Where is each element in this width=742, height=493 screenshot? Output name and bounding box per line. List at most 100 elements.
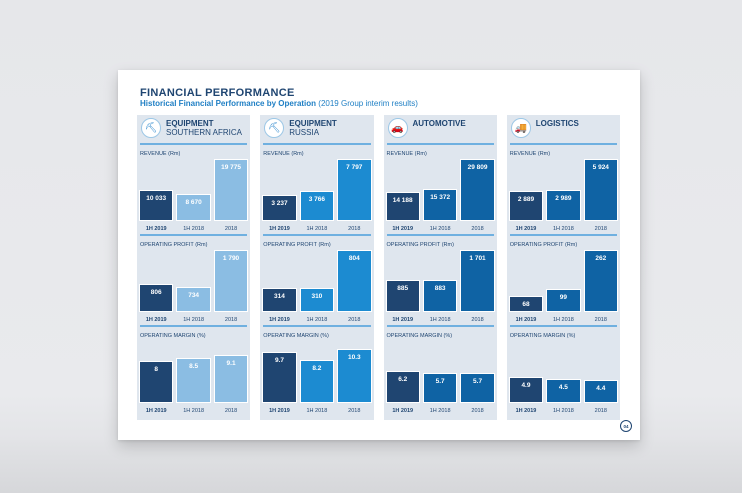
chart-unit: (%) <box>566 333 576 339</box>
bar-group: 806 734 1 790 <box>139 246 249 312</box>
floor <box>0 440 742 493</box>
data-label: 262 <box>595 255 607 262</box>
tick-label: 2018 <box>224 408 238 414</box>
bar: 5.7 <box>422 373 458 403</box>
tick-label: 1H 2019 <box>145 408 167 414</box>
data-label: 99 <box>559 293 567 301</box>
x-axis: 1H 2019 1H 2018 2018 <box>262 226 371 232</box>
chart-title-text: OPERATING PROFIT <box>140 242 194 248</box>
chart-title: OPERATING PROFIT (Rm) <box>510 242 577 248</box>
bar: 8 <box>139 361 174 403</box>
chart-title: OPERATING PROFIT (Rm) <box>387 242 454 248</box>
bar-group: 14 188 15 372 29 809 <box>385 155 495 221</box>
data-label: 314 <box>274 292 285 300</box>
panel-subtitle: SOUTHERN AFRICA <box>166 128 243 137</box>
excavator-icon: ⛏ <box>264 118 285 138</box>
data-label: 4.9 <box>521 382 531 390</box>
bar: 4.5 <box>546 379 581 403</box>
chart-unit: (Rm) <box>168 151 181 157</box>
data-label: 804 <box>348 255 360 262</box>
bar: 29 809 <box>460 159 495 221</box>
chart-operating-margin: OPERATING MARGIN (%) 8 8.5 9.1 1H 2019 1H 201… <box>137 327 250 418</box>
data-label: 885 <box>397 284 409 292</box>
panel-header: 🚗 AUTOMOTIVE <box>384 115 497 143</box>
panel-3: 🚚 LOGISTICS REVENUE (Rm) 2 889 2 989 5 924 1H … <box>506 115 620 420</box>
truck-icon: 🚚 <box>510 118 531 138</box>
bar: 10 033 <box>139 189 174 221</box>
bar: 99 <box>546 288 581 312</box>
chart-title-text: OPERATING PROFIT <box>386 242 441 248</box>
data-label: 3 237 <box>271 200 288 208</box>
data-label: 5.7 <box>435 378 445 386</box>
data-label: 4.4 <box>596 384 606 392</box>
x-axis: 1H 2019 1H 2018 2018 <box>139 408 248 414</box>
bar: 10.3 <box>337 349 372 403</box>
chart-unit: (Rm) <box>441 242 454 248</box>
section-divider <box>263 234 371 236</box>
chart-title-text: REVENUE <box>263 151 290 157</box>
tick-label: 1H 2019 <box>392 226 414 232</box>
data-label: 8 <box>154 366 159 374</box>
chart-title-text: OPERATING PROFIT <box>263 242 317 248</box>
operation-panels: ⛏ EQUIPMENT SOUTHERN AFRICA REVENUE (Rm) 10 … <box>137 115 620 420</box>
chart-unit: (%) <box>320 333 329 339</box>
bar-group: 6.2 5.7 5.7 <box>385 337 495 403</box>
chart-operating-profit: OPERATING PROFIT (Rm) 885 883 1 701 1H 2019 1… <box>384 236 497 327</box>
data-label: 3 766 <box>308 196 326 204</box>
tick-label: 1H 2018 <box>429 226 451 232</box>
chart-revenue: REVENUE (Rm) 10 033 8 670 19 775 1H 2019 1H 2… <box>137 145 250 236</box>
data-label: 10.3 <box>347 354 361 362</box>
chart-title: OPERATING PROFIT (Rm) <box>263 242 330 248</box>
data-label: 1 701 <box>469 255 486 262</box>
bar: 68 <box>508 295 544 312</box>
excavator-icon: ⛏ <box>141 118 161 138</box>
data-label: 883 <box>434 284 446 292</box>
bar: 9.1 <box>213 355 249 403</box>
chart-title-text: OPERATING PROFIT <box>509 242 564 248</box>
section-divider <box>140 325 248 327</box>
bar-group: 8 8.5 9.1 <box>139 337 249 403</box>
chart-title-text: OPERATING MARGIN <box>386 333 443 339</box>
chart-unit: (Rm) <box>318 242 331 248</box>
bar: 4.4 <box>583 379 619 403</box>
tick-label: 2018 <box>471 408 484 414</box>
bar: 19 775 <box>213 159 249 221</box>
bar: 15 372 <box>422 189 458 221</box>
chart-title: OPERATING MARGIN (%) <box>140 333 206 339</box>
panel-divider <box>509 143 617 145</box>
tick-label: 2018 <box>348 317 361 323</box>
bar: 5.7 <box>460 373 495 403</box>
tick-label: 2018 <box>594 226 607 232</box>
tick-label: 1H 2018 <box>183 408 205 414</box>
data-label: 806 <box>150 289 162 297</box>
chart-title: OPERATING MARGIN (%) <box>510 333 576 339</box>
section-divider <box>386 325 494 327</box>
chart-revenue: REVENUE (Rm) 2 889 2 989 5 924 1H 2019 1H 201… <box>507 145 620 236</box>
bar: 3 237 <box>262 195 297 221</box>
data-label: 15 372 <box>430 194 451 202</box>
bar-group: 4.9 4.5 4.4 <box>508 337 619 403</box>
panel-0: ⛏ EQUIPMENT SOUTHERN AFRICA REVENUE (Rm) 10 … <box>137 115 251 420</box>
data-label: 8.2 <box>312 365 322 373</box>
chart-unit: (Rm) <box>537 151 551 157</box>
bar: 7 797 <box>337 159 372 221</box>
chart-title-text: REVENUE <box>386 151 414 157</box>
chart-title-text: REVENUE <box>509 151 537 157</box>
x-axis: 1H 2019 1H 2018 2018 <box>139 317 248 323</box>
bar: 2 989 <box>546 189 581 221</box>
bar-group: 2 889 2 989 5 924 <box>508 155 619 221</box>
bar: 1 790 <box>213 250 249 312</box>
tick-label: 1H 2019 <box>392 408 414 414</box>
section-divider <box>263 325 371 327</box>
tick-label: 1H 2018 <box>429 408 451 414</box>
data-label: 7 797 <box>346 164 363 171</box>
chart-title-text: OPERATING MARGIN <box>509 333 566 339</box>
tick-label: 2018 <box>348 408 361 414</box>
page-subtitle: Historical Financial Performance by Oper… <box>140 99 418 108</box>
bar: 314 <box>262 287 297 312</box>
panel-name: EQUIPMENT SOUTHERN AFRICA <box>166 118 242 137</box>
section-divider <box>509 234 617 236</box>
panel-title: EQUIPMENT <box>166 119 214 128</box>
data-label: 10 033 <box>146 194 167 202</box>
panel-name: EQUIPMENT RUSSIA <box>289 118 337 137</box>
